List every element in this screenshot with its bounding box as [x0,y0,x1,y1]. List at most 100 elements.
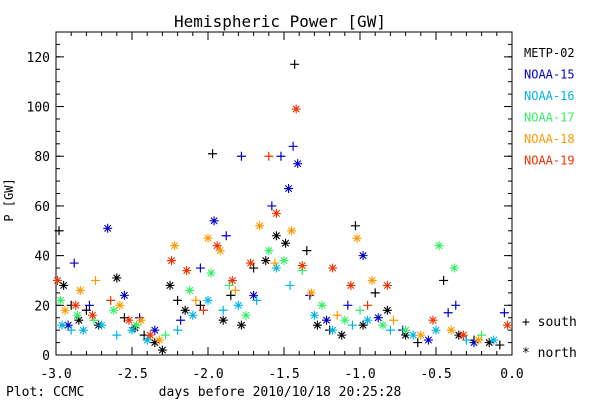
south-marker [413,338,423,348]
north-marker [136,315,146,325]
north-marker [57,320,67,330]
south-marker [230,285,240,295]
south-marker [439,275,449,285]
south-marker [370,288,380,298]
south-marker [69,258,79,268]
north-marker [474,335,484,345]
south-marker [285,280,295,290]
south-marker [499,308,509,318]
data-points [53,59,512,355]
north-marker [188,310,198,320]
south-marker [270,258,280,268]
south-marker [443,308,453,318]
north-marker [358,251,368,261]
south-marker [106,295,116,305]
south-marker [173,325,183,335]
series-legend: METP-02 NOAA-15 NOAA-16 NOAA-17 NOAA-18 NOAA-… [524,46,575,168]
north-marker [352,233,362,243]
south-marker [276,151,286,161]
north-marker [484,338,494,348]
north-marker [215,246,225,256]
south-marker [198,305,208,315]
north-marker [103,223,113,233]
series-noaa-15 [63,141,509,348]
series-metp-02 [54,59,505,355]
x-axis-label: days before 2010/10/18 20:25:28 [159,385,402,400]
north-marker [75,285,85,295]
south-marker [226,290,236,300]
north-marker [261,256,271,266]
series-noaa-18 [60,221,484,345]
north-marker [167,256,177,266]
south-marker [195,300,205,310]
north-marker [132,320,142,330]
legend-item: NOAA-19 [524,154,575,168]
south-marker [84,300,94,310]
north-marker [416,330,426,340]
north-marker [209,216,219,226]
y-tick-label: 80 [34,150,50,165]
north-marker [60,305,70,315]
north-marker [306,288,316,298]
north-marker [281,238,291,248]
south-marker [81,305,91,315]
north-marker [408,330,418,340]
north-marker [291,104,301,114]
north-marker [56,295,66,305]
north-marker [72,310,82,320]
north-marker [227,275,237,285]
y-tick-label: 40 [34,250,50,265]
north-marker [203,295,213,305]
south-marker [208,149,218,159]
y-tick-label: 60 [34,200,50,215]
chart-title: Hemispheric Power [GW] [174,12,386,31]
north-marker [446,325,456,335]
north-marker [145,330,155,340]
marker-legend-item: + south [522,315,577,330]
x-tick-label: -0.5 [420,367,451,382]
south-marker [54,226,64,236]
south-marker [249,263,259,273]
north-marker [87,310,97,320]
north-marker [182,266,192,276]
north-marker [328,263,338,273]
north-marker [458,330,468,340]
north-marker [241,310,251,320]
north-marker [423,335,433,345]
legend-item: NOAA-18 [524,132,575,146]
north-marker [78,325,88,335]
north-marker [170,241,180,251]
north-marker [434,241,444,251]
north-marker [119,290,129,300]
series-noaa-16 [57,263,499,345]
north-marker [180,305,190,315]
north-marker [233,300,243,310]
south-marker [355,305,365,315]
north-marker [373,313,383,323]
south-marker [221,231,231,241]
north-marker [363,315,373,325]
south-marker [332,310,342,320]
south-marker [495,340,505,350]
north-marker [454,330,464,340]
x-tick-label: -2.5 [116,367,147,382]
south-marker [218,305,228,315]
y-tick-label: 120 [27,51,50,66]
legend-item: METP-02 [524,46,575,60]
south-marker [112,330,122,340]
north-marker [63,320,73,330]
south-marker [305,290,315,300]
north-marker [293,159,303,169]
plot-credit: Plot: CCMC [6,385,84,400]
north-marker [255,221,265,231]
north-marker [157,345,167,355]
x-tick-label: -1.0 [344,367,375,382]
north-marker [287,226,297,236]
south-marker [343,300,353,310]
north-marker [218,315,228,325]
north-marker [382,305,392,315]
north-marker [312,320,322,330]
north-marker [271,208,281,218]
south-marker [290,59,300,69]
